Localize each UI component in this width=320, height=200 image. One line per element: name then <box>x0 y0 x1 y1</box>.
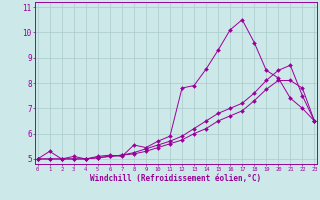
X-axis label: Windchill (Refroidissement éolien,°C): Windchill (Refroidissement éolien,°C) <box>91 174 261 183</box>
